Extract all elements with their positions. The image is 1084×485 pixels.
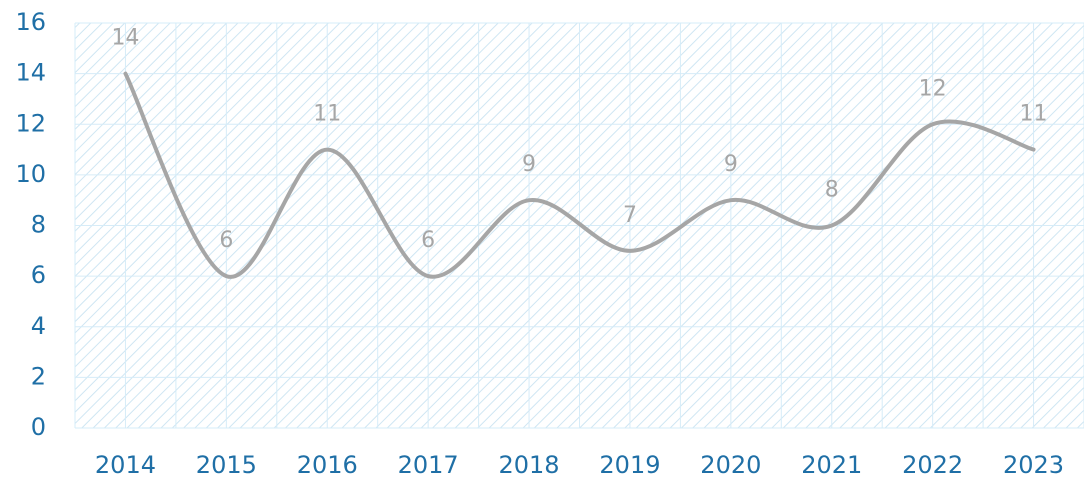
x-tick-label: 2019 xyxy=(599,451,660,479)
x-tick-label: 2014 xyxy=(95,451,156,479)
data-label: 12 xyxy=(919,76,947,101)
data-label: 7 xyxy=(623,203,637,228)
y-tick-label: 2 xyxy=(31,362,46,390)
x-tick-label: 2016 xyxy=(297,451,358,479)
data-label: 14 xyxy=(111,26,139,51)
x-tick-label: 2023 xyxy=(1003,451,1064,479)
x-tick-label: 2021 xyxy=(801,451,862,479)
data-label: 9 xyxy=(522,152,536,177)
y-tick-label: 6 xyxy=(31,261,46,289)
data-label: 8 xyxy=(825,178,839,203)
y-tick-label: 12 xyxy=(15,109,46,137)
y-tick-label: 8 xyxy=(31,211,46,239)
data-label: 9 xyxy=(724,152,738,177)
y-tick-label: 10 xyxy=(15,160,46,188)
data-label: 11 xyxy=(1020,102,1048,127)
x-tick-label: 2018 xyxy=(499,451,560,479)
data-label: 11 xyxy=(313,102,341,127)
x-tick-label: 2017 xyxy=(398,451,459,479)
data-label: 6 xyxy=(219,228,233,253)
line xyxy=(123,71,1036,279)
y-tick-label: 4 xyxy=(31,312,46,340)
x-tick-label: 2022 xyxy=(902,451,963,479)
x-tick-label: 2020 xyxy=(700,451,761,479)
y-tick-label: 0 xyxy=(31,413,46,441)
y-tick-label: 16 xyxy=(15,8,46,36)
data-label: 6 xyxy=(421,228,435,253)
x-tick-label: 2015 xyxy=(196,451,257,479)
y-tick-label: 14 xyxy=(15,59,46,87)
